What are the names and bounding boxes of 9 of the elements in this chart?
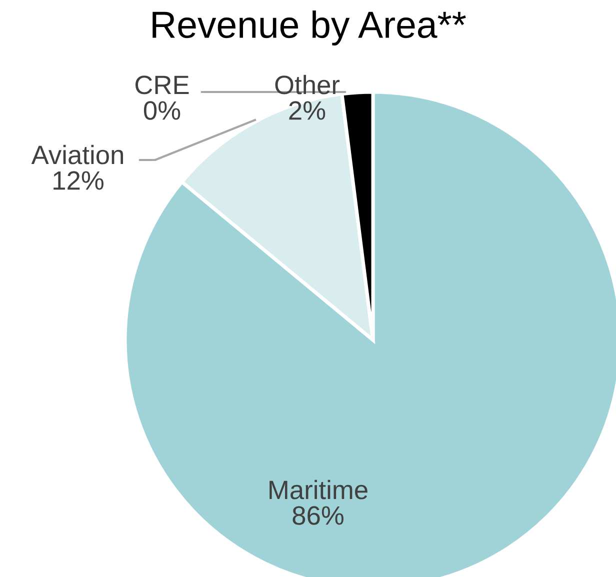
category-label: CRE <box>135 76 189 94</box>
data-label: 12% <box>54 171 104 190</box>
text: 0% <box>144 101 180 120</box>
slice-label: Maritime <box>270 480 368 500</box>
data-label: 2% <box>289 101 326 120</box>
slice-label: Aviation <box>31 144 123 164</box>
slice-label: Other <box>275 74 340 94</box>
data-label: 86% <box>292 506 344 525</box>
chart-title: Revenue by Area** <box>152 10 466 46</box>
